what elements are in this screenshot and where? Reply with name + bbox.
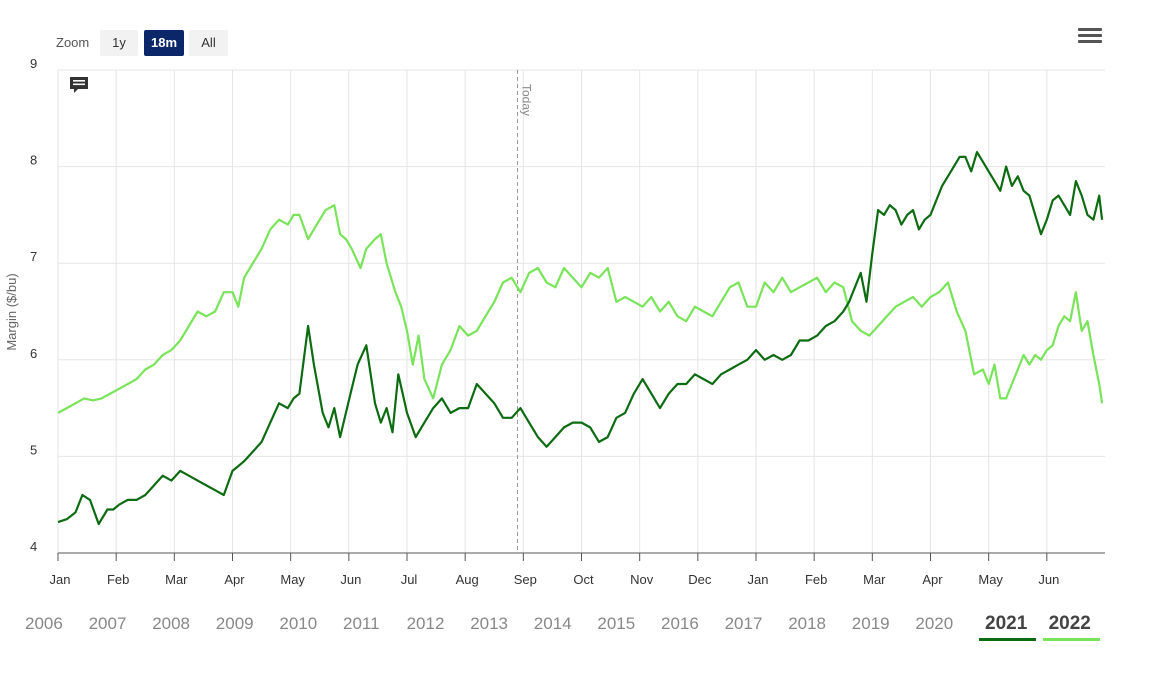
y-tick-label: 7	[30, 249, 37, 264]
year-2018[interactable]: 2018	[788, 614, 827, 633]
x-tick-label: Mar	[863, 572, 886, 587]
year-2010[interactable]: 2010	[279, 614, 318, 633]
year-2019[interactable]: 2019	[851, 614, 890, 633]
zoom-1y-button[interactable]: 1y	[100, 30, 138, 56]
series-line-2021	[57, 151, 1104, 526]
year-2011[interactable]: 2011	[343, 614, 380, 633]
zoom-18m-button[interactable]: 18m	[144, 30, 184, 56]
today-label: Today	[520, 84, 534, 116]
year-2016[interactable]: 2016	[661, 614, 699, 633]
year-2021[interactable]: 2021	[985, 613, 1028, 634]
x-tick-label: Apr	[922, 572, 943, 587]
x-tick-label: Feb	[107, 572, 129, 587]
year-2006[interactable]: 2006	[25, 614, 63, 633]
y-tick-label: 5	[30, 442, 37, 457]
y-tick-label: 9	[30, 56, 37, 71]
zoom-all-button[interactable]: All	[189, 30, 228, 56]
hamburger-menu-icon[interactable]	[1078, 26, 1102, 46]
x-tick-label: Jan	[748, 572, 769, 587]
zoom-label: Zoom	[56, 35, 90, 50]
x-tick-label: May	[978, 572, 1003, 587]
year-2020[interactable]: 2020	[915, 614, 954, 633]
year-2012[interactable]: 2012	[406, 614, 445, 633]
year-underline-2022	[1042, 638, 1100, 641]
x-tick-label: Aug	[456, 572, 479, 587]
x-tick-label: Nov	[630, 572, 654, 587]
x-tick-label: Feb	[805, 572, 827, 587]
year-2013[interactable]: 2013	[470, 614, 509, 633]
x-tick-label: Mar	[165, 572, 188, 587]
x-tick-label: Apr	[224, 572, 245, 587]
x-tick-label: Dec	[688, 572, 712, 587]
line-chart: Today 4 5 6 7 8 9 Jan Feb Mar Apr May Jun Jul Aug Sep O…	[4, 56, 1105, 587]
y-tick-label: 4	[30, 539, 37, 554]
x-tick-label: Jun	[340, 572, 361, 587]
y-axis-label: Margin ($/bu)	[4, 273, 19, 350]
year-2008[interactable]: 2008	[152, 614, 191, 633]
year-underline-2021	[979, 638, 1036, 641]
comment-icon[interactable]	[68, 75, 90, 97]
x-tick-label: Sep	[514, 572, 537, 587]
year-2017[interactable]: 2017	[724, 614, 763, 633]
year-selector: 2006 2007 2008 2009 2010 2011 2012 2013 2014 2015…	[0, 608, 1156, 648]
x-tick-label: Jul	[401, 572, 418, 587]
year-2009[interactable]: 2009	[215, 614, 254, 633]
y-tick-label: 6	[30, 346, 37, 361]
x-tick-label: Jan	[50, 572, 71, 587]
x-tick-label: May	[280, 572, 305, 587]
x-tick-label: Oct	[573, 572, 594, 587]
year-2015[interactable]: 2015	[597, 614, 636, 633]
x-tick-label: Jun	[1038, 572, 1059, 587]
series-line-2022	[57, 204, 1104, 414]
year-2022[interactable]: 2022	[1048, 613, 1091, 634]
y-tick-label: 8	[30, 153, 37, 168]
year-2014[interactable]: 2014	[533, 614, 572, 633]
year-2007[interactable]: 2007	[88, 614, 127, 633]
